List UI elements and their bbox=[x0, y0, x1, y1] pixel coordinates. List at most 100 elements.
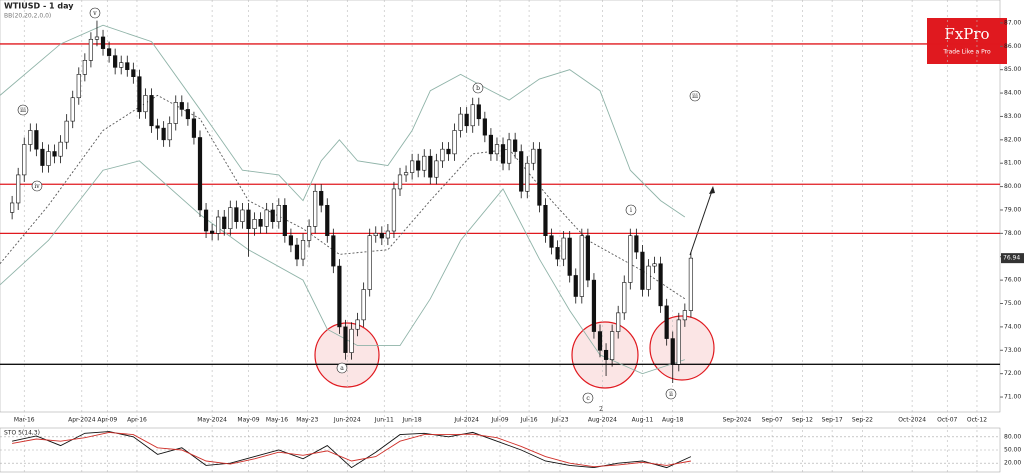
wave-label: a bbox=[340, 365, 344, 372]
candle-body bbox=[555, 247, 560, 260]
candle-body bbox=[519, 151, 524, 192]
candle-body bbox=[513, 139, 518, 152]
y-tick-label: 83.00 bbox=[1004, 113, 1021, 120]
candle-body bbox=[628, 235, 633, 283]
candle-body bbox=[470, 104, 475, 127]
x-tick-label: Sep-17 bbox=[822, 417, 843, 424]
x-tick-label: Oct-2024 bbox=[898, 417, 926, 424]
candle-body bbox=[246, 209, 251, 229]
candle-body bbox=[506, 139, 512, 164]
candle-body bbox=[670, 338, 675, 365]
candle-body bbox=[325, 204, 330, 236]
y-tick-label: 75.00 bbox=[1004, 300, 1021, 307]
candle-body bbox=[270, 209, 275, 222]
x-tick-label: Jul-16 bbox=[520, 417, 538, 424]
y-tick-label: 84.00 bbox=[1004, 90, 1021, 97]
candle-body bbox=[658, 263, 663, 307]
candle-body bbox=[391, 188, 397, 232]
candle-body bbox=[682, 310, 687, 321]
candle-body bbox=[191, 118, 197, 138]
candle-body bbox=[603, 349, 609, 360]
x-tick-label: Jul-2024 bbox=[453, 417, 479, 424]
x-tick-label: Jul-23 bbox=[550, 417, 568, 424]
candle-body bbox=[76, 74, 81, 99]
y-tick-label: 50.00 bbox=[1004, 447, 1021, 454]
candle-body bbox=[264, 209, 269, 227]
wave-circle bbox=[31, 180, 43, 192]
candle-body bbox=[34, 130, 39, 150]
wave-label: b bbox=[476, 85, 480, 92]
x-tick-label: Apr-2024 bbox=[68, 417, 96, 424]
wave-label: iii bbox=[692, 93, 698, 100]
candle-body bbox=[416, 160, 421, 171]
x-tick-label: Oct-12 bbox=[967, 417, 987, 424]
candle-body bbox=[664, 305, 669, 339]
oscillator-line bbox=[12, 431, 691, 468]
wave-circle bbox=[89, 7, 101, 19]
price-tag bbox=[1001, 253, 1024, 264]
candle-body bbox=[446, 148, 451, 155]
candle-body bbox=[40, 148, 45, 166]
candle-body bbox=[173, 102, 178, 124]
y-tick-label: 82.00 bbox=[1004, 136, 1021, 143]
candle-body bbox=[337, 265, 342, 328]
candle-body bbox=[125, 62, 130, 70]
chart-subtitle: BB(20,20,2,0,0) bbox=[4, 13, 51, 20]
candle-body bbox=[567, 237, 572, 276]
candle-body bbox=[131, 69, 136, 77]
candle-body bbox=[58, 141, 63, 157]
candle-body bbox=[410, 160, 415, 173]
y-tick-label: 71.00 bbox=[1004, 394, 1021, 401]
x-tick-label: Sep-2024 bbox=[723, 417, 752, 424]
logo-tagline: Trade Like a Pro bbox=[942, 49, 991, 56]
candle-body bbox=[579, 235, 584, 297]
candle-body bbox=[10, 202, 15, 213]
candle-body bbox=[331, 235, 336, 267]
y-tick-label: 76.00 bbox=[1004, 277, 1021, 284]
candle-body bbox=[428, 155, 433, 178]
candle-body bbox=[500, 144, 506, 164]
x-tick-label: Sep-12 bbox=[792, 417, 813, 424]
candle-body bbox=[203, 209, 209, 232]
chart-title: WTIUSD - 1 day bbox=[4, 2, 74, 11]
band-line bbox=[0, 94, 686, 300]
forecast-arrow bbox=[689, 187, 714, 256]
candle-body bbox=[313, 190, 318, 227]
candle-body bbox=[634, 235, 639, 253]
band-line bbox=[0, 160, 685, 375]
x-tick-label: May-23 bbox=[296, 417, 318, 424]
y-tick-label: 72.00 bbox=[1004, 370, 1021, 377]
candle-body bbox=[167, 123, 172, 141]
candle-body bbox=[464, 113, 469, 127]
candle-body bbox=[676, 319, 681, 365]
candle-body bbox=[234, 207, 239, 222]
y-tick-label: 81.00 bbox=[1004, 160, 1021, 167]
highlight-circle bbox=[649, 315, 715, 381]
candle-body bbox=[488, 134, 494, 155]
y-tick-label: 85.00 bbox=[1004, 66, 1021, 73]
candle-body bbox=[319, 190, 324, 206]
wave-label: 2 bbox=[599, 406, 603, 413]
candle-body bbox=[222, 216, 227, 229]
candle-body bbox=[379, 233, 384, 239]
candle-body bbox=[458, 113, 463, 131]
candle-body bbox=[561, 237, 566, 260]
wave-circle bbox=[582, 392, 594, 404]
oscillator-line bbox=[12, 431, 692, 469]
candle-body bbox=[622, 282, 627, 314]
candle-body bbox=[591, 279, 597, 332]
wave-label: ii bbox=[669, 391, 673, 398]
candle-body bbox=[549, 235, 554, 248]
x-tick-label: Jun-18 bbox=[402, 417, 422, 424]
candle-body bbox=[22, 144, 27, 176]
candle-body bbox=[355, 319, 360, 330]
candle-body bbox=[64, 120, 69, 143]
y-tick-label: 78.00 bbox=[1004, 230, 1021, 237]
candle-body bbox=[16, 174, 21, 204]
wave-circle bbox=[665, 388, 677, 400]
wave-label: c bbox=[586, 395, 590, 402]
candle-body bbox=[482, 118, 487, 136]
candle-body bbox=[597, 331, 603, 351]
candle-body bbox=[240, 209, 245, 222]
